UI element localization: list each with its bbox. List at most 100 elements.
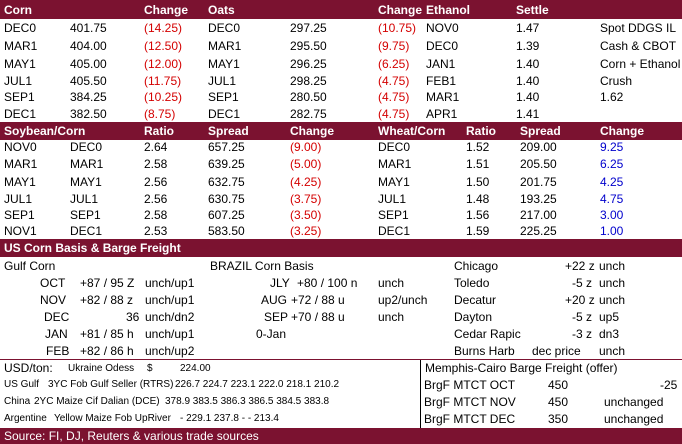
brazil-title: BRAZIL Corn Basis [210, 259, 314, 273]
gulf-basis: +87 / 95 Z [80, 276, 135, 290]
brazil-change: unch [378, 276, 405, 290]
us-basis: -3 z [572, 327, 593, 341]
gulf-month: DEC [44, 310, 70, 324]
barge-value: 450 [548, 395, 569, 409]
gulf-basis: +82 / 86 h [80, 344, 134, 358]
wc-spread: 209.00 [520, 140, 557, 154]
oats-price: 296.25 [290, 57, 327, 71]
barge-value: 350 [548, 412, 569, 426]
basis-title: US Corn Basis & Barge Freight [4, 241, 181, 255]
origin: Argentine [4, 413, 47, 424]
product: 3YC Fob Gulf Seller (RTRS) [48, 379, 174, 390]
gulf-change: unch/dn2 [145, 310, 195, 324]
header-corn-change: Change [144, 3, 189, 17]
sb-change: (3.75) [290, 192, 322, 206]
wc-ratio: 1.50 [466, 175, 490, 189]
corn-month: DEC1 [70, 224, 103, 238]
corn-price: 405.50 [70, 74, 107, 88]
ethanol-settle: 1.40 [516, 57, 540, 71]
header-sb-spread: Spread [208, 124, 249, 138]
oats-month: MAY1 [208, 57, 240, 71]
prices: 226.7 224.7 223.1 222.0 218.1 210.2 [175, 379, 340, 390]
sb-ratio: 2.56 [144, 175, 168, 189]
sb-ratio: 2.64 [144, 140, 168, 154]
sb-ratio: 2.58 [144, 208, 168, 222]
oats-price: 282.75 [290, 107, 327, 121]
ukraine-currency: $ [147, 363, 153, 374]
brazil-basis: +70 / 88 u [291, 310, 345, 324]
ethanol-note: Crush [600, 74, 633, 88]
ethanol-note: Corn + Ethanol [600, 57, 681, 71]
corn-change: (11.75) [144, 74, 182, 88]
sb-change: (5.00) [290, 157, 322, 171]
ukraine-value: 224.00 [180, 363, 211, 374]
us-location: Cedar Rapic [454, 327, 521, 341]
sb-ratio: 2.56 [144, 192, 168, 206]
wc-ratio: 1.51 [466, 157, 490, 171]
wc-spread: 201.75 [520, 175, 557, 189]
sb-ratio: 2.58 [144, 157, 168, 171]
brazil-basis: 0-Jan [256, 327, 287, 341]
wc-ratio: 1.56 [466, 208, 490, 222]
us-change: unch [599, 259, 626, 273]
soy-month: NOV0 [4, 140, 37, 154]
brazil-basis: +80 / 100 n [297, 276, 358, 290]
ethanol-settle: 1.40 [516, 74, 540, 88]
corn-price: 384.25 [70, 90, 107, 104]
gulf-month: FEB [46, 344, 70, 358]
oats-month: MAR1 [208, 39, 242, 53]
brazil-change: up2/unch [378, 293, 428, 307]
ethanol-month: JAN1 [426, 57, 456, 71]
ethanol-month: APR1 [426, 107, 458, 121]
oats-change: (10.75) [378, 21, 417, 35]
gulf-month: JAN [45, 327, 68, 341]
prices: - 229.1 237.8 - - 213.4 [180, 413, 279, 424]
wc-month: SEP1 [378, 208, 409, 222]
oats-price: 280.50 [290, 90, 327, 104]
corn-month: DEC0 [4, 21, 37, 35]
barge-change: -25 [660, 378, 678, 392]
oats-month: JUL1 [208, 74, 237, 88]
wc-month: JUL1 [378, 192, 407, 206]
sb-ratio: 2.53 [144, 224, 168, 238]
us-basis: +22 z [565, 259, 595, 273]
sb-spread: 639.25 [208, 157, 245, 171]
us-change: unch [599, 276, 626, 290]
ukraine-label: Ukraine Odess [68, 363, 135, 374]
sb-change: (9.00) [290, 140, 322, 154]
product: 2YC Maize Cif Dalian (DCE) [34, 396, 160, 407]
us-basis: -5 z [572, 276, 593, 290]
brazil-basis: +72 / 88 u [291, 293, 345, 307]
oats-price: 295.50 [290, 39, 327, 53]
corn-month: SEP1 [4, 90, 35, 104]
gulf-basis: 36 [126, 310, 140, 324]
ethanol-month: DEC0 [426, 39, 459, 53]
ethanol-note: Spot DDGS IL [600, 21, 677, 35]
ethanol-settle: 1.47 [516, 21, 540, 35]
corn-month: MAY1 [70, 175, 102, 189]
corn-change: (10.25) [144, 90, 183, 104]
us-change: up5 [599, 310, 620, 324]
corn-price: 382.50 [70, 107, 107, 121]
wc-change: 4.25 [600, 175, 624, 189]
memphis-title: Memphis-Cairo Barge Freight (offer) [425, 361, 618, 375]
oats-change: (4.75) [378, 90, 410, 104]
sb-spread: 630.75 [208, 192, 245, 206]
barge-name: BrgF MTCT NOV [424, 395, 516, 409]
gulf-month: NOV [40, 293, 67, 307]
us-location: Dayton [454, 310, 493, 324]
soy-month: SEP1 [4, 208, 35, 222]
footer: Source: FI, DJ, Reuters & various trade … [0, 428, 682, 444]
header-wheat-corn: Wheat/Corn [378, 124, 446, 138]
origin: China [4, 396, 31, 407]
header-ethanol: Ethanol [426, 3, 470, 17]
corn-price: 401.75 [70, 21, 107, 35]
corn-change: (12.50) [144, 39, 183, 53]
basis-header: US Corn Basis & Barge Freight [0, 239, 682, 257]
wc-month: DEC1 [378, 224, 411, 238]
ethanol-settle: 1.41 [516, 107, 540, 121]
soy-month: NOV1 [4, 224, 37, 238]
header-oats: Oats [208, 3, 235, 17]
ethanol-settle: 1.39 [516, 39, 540, 53]
column-divider [420, 360, 421, 428]
